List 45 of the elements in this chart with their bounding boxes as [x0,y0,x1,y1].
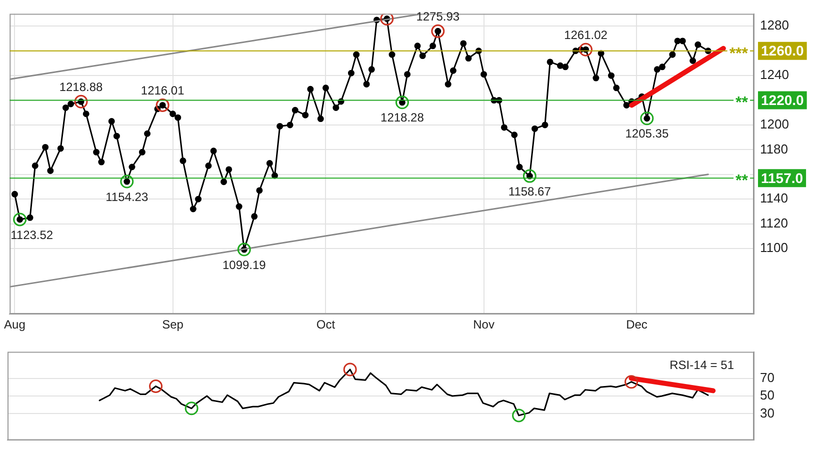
y-tick-label: 1280 [760,18,789,33]
y-tick-label: 1180 [760,141,788,156]
ref-line-label: ** 1220.0 [736,92,804,112]
point [512,408,526,422]
annotation: 1154.23 [106,190,148,204]
annotation: 1216.01 [140,84,185,98]
annotation: 1205.35 [625,126,669,141]
annotation: 1275.93 [416,9,460,24]
point [74,94,88,108]
point [380,14,394,26]
x-tick-label: Sep [162,318,184,332]
annotation: 1158.67 [508,184,552,198]
x-tick-label: Aug [4,318,26,332]
point [156,98,170,112]
point [522,169,536,183]
point [149,380,163,394]
point [237,242,251,256]
point [624,375,638,389]
y-tick-label: 1200 [760,116,789,132]
y-tick-label: 1120 [760,215,788,230]
point [184,402,198,416]
y-tick-label: 1140 [760,190,788,206]
point [13,212,27,226]
y-tick-label: 70 [760,370,774,385]
ref-line-label: ** 1157.0 [736,170,804,190]
annotation: RSI-14 = 51 [670,358,734,372]
point [120,174,134,188]
point [343,362,357,376]
point [579,42,592,56]
annotation: 1218.88 [59,80,104,94]
x-tick-label: Nov [473,318,494,332]
y-tick-label: 1240 [760,67,789,82]
y-tick-label: 50 [760,388,774,403]
ref-line-label: *** 1260.0 [729,42,804,62]
point [640,112,654,126]
annotation: 1099.19 [222,258,266,272]
annotation: 1123.52 [10,228,54,242]
y-tick-label: 1100 [760,240,788,256]
annotation: 1261.02 [564,28,608,42]
point [431,24,445,38]
point [395,96,409,110]
x-tick-label: Dec [626,318,648,332]
annotation: 1218.28 [380,110,424,125]
y-tick-label: 30 [760,405,774,420]
x-tick-label: Oct [316,318,336,332]
